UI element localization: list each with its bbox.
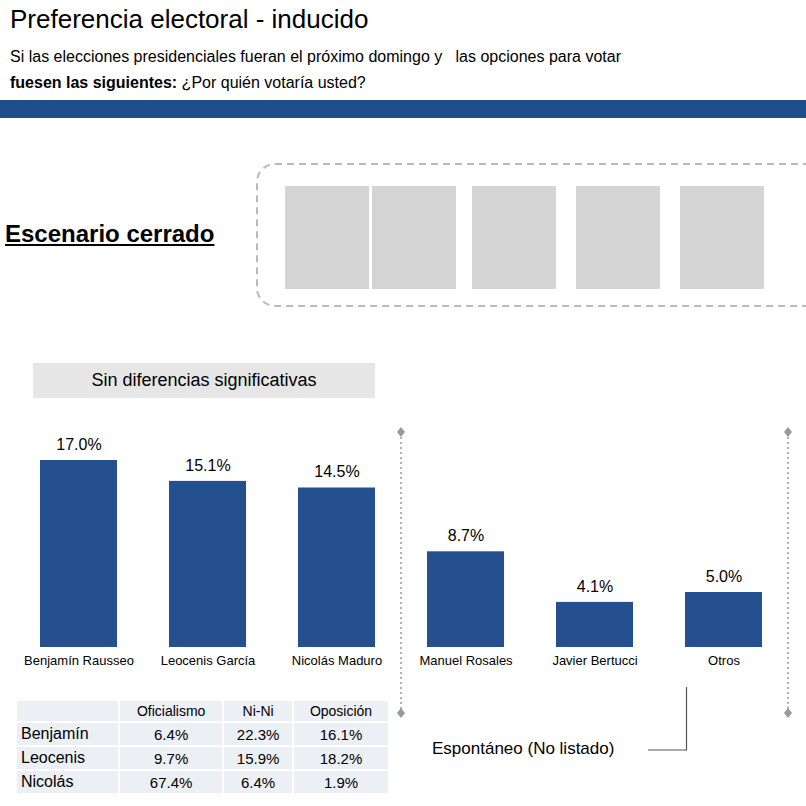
- html-text:9.7%: 9.7%: [154, 749, 189, 767]
- html-text:Nicolás: Nicolás: [21, 773, 74, 790]
- html-text:22.3%: 22.3%: [236, 725, 280, 743]
- svg-text:17.0%: 17.0%: [56, 436, 101, 453]
- svg-text:8.7%: 8.7%: [448, 527, 484, 544]
- html-text:16.1%: 16.1%: [319, 725, 363, 743]
- html-text:Si las elecciones presidencial: Si las elecciones presidenciales fueran …: [10, 48, 621, 65]
- svg-text:4.1%: 4.1%: [577, 578, 613, 595]
- html-text:15.9%: 15.9%: [236, 749, 280, 767]
- svg-text:Leocenis García: Leocenis García: [161, 653, 256, 668]
- html-text:Benjamín: Benjamín: [21, 725, 89, 742]
- svg-text:14.5%: 14.5%: [314, 463, 359, 480]
- html-text:Ni-Ni: Ni-Ni: [242, 703, 274, 719]
- html-text:Sin diferencias significativas: Sin diferencias significativas: [91, 370, 317, 390]
- html-text:Preferencia electoral - induci: Preferencia electoral - inducido: [10, 4, 369, 34]
- svg-text:5.0%: 5.0%: [706, 568, 742, 585]
- html-text:67.4%: 67.4%: [149, 773, 193, 791]
- html-text:fuesen las siguientes: ¿Por qu: fuesen las siguientes: ¿Por quién votarí…: [10, 74, 366, 91]
- html-text:6.4%: 6.4%: [241, 773, 276, 791]
- html-text:18.2%: 18.2%: [319, 749, 363, 767]
- html-text:Escenario cerrado: Escenario cerrado: [5, 220, 215, 247]
- svg-text:15.1%: 15.1%: [185, 457, 230, 474]
- html-text:Leocenis: Leocenis: [21, 749, 85, 766]
- html-text:Oposición: Oposición: [309, 703, 373, 719]
- svg-text:Benjamín Rausseo: Benjamín Rausseo: [24, 653, 134, 668]
- html-text:6.4%: 6.4%: [154, 725, 189, 743]
- svg-text:Manuel Rosales: Manuel Rosales: [419, 653, 513, 668]
- html-text:Oficialismo: Oficialismo: [136, 703, 206, 719]
- svg-text:Javier Bertucci: Javier Bertucci: [552, 653, 637, 668]
- html-text:1.9%: 1.9%: [323, 773, 359, 791]
- svg-text:Otros: Otros: [708, 653, 740, 668]
- html-text:Espontáneo (No listado): Espontáneo (No listado): [432, 739, 615, 758]
- svg-text:Nicolás Maduro: Nicolás Maduro: [292, 653, 382, 668]
